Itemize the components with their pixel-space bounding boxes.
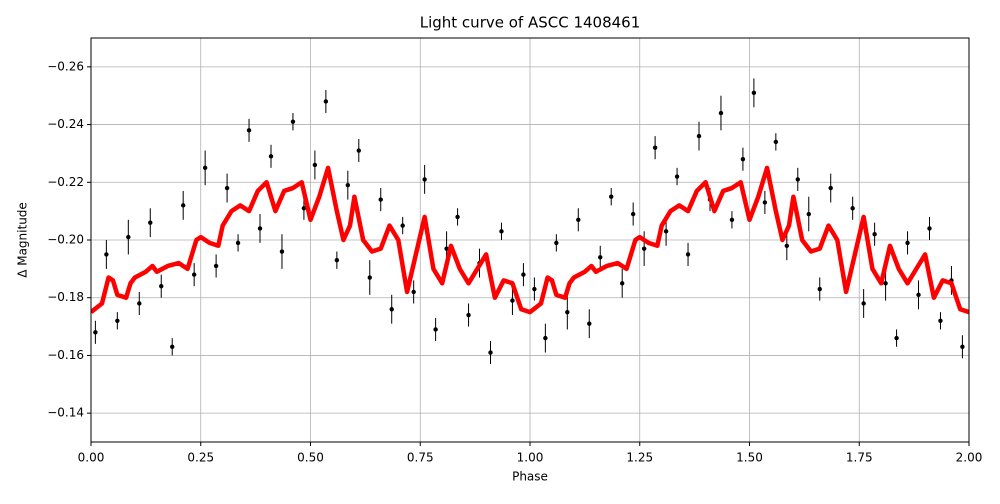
x-tick-label: 0.00 [78, 451, 105, 465]
x-axis-label: Phase [512, 470, 548, 484]
y-tick-label: −0.22 [47, 175, 84, 189]
model-curve [91, 165, 969, 315]
data-point [773, 139, 779, 145]
data-point [806, 211, 811, 217]
data-point [400, 223, 405, 228]
data-point [872, 232, 877, 237]
data-point [916, 292, 921, 298]
y-tick-label: −0.24 [47, 117, 84, 131]
data-point [334, 258, 340, 263]
data-point [246, 128, 252, 133]
data-point [576, 217, 581, 222]
x-tick-label: 2.00 [956, 451, 983, 465]
y-tick-label: −0.20 [47, 233, 84, 247]
x-tick-label: 0.25 [187, 451, 214, 465]
data-point [202, 165, 208, 171]
data-point [159, 283, 164, 289]
data-point [718, 110, 724, 116]
data-point [301, 206, 307, 211]
data-point [389, 307, 394, 312]
data-point [521, 272, 526, 277]
data-point [137, 301, 142, 306]
data-point [587, 321, 592, 326]
data-point [927, 226, 932, 231]
data-point [554, 240, 559, 246]
data-point [115, 318, 120, 323]
data-point [960, 344, 965, 349]
y-axis-label: Δ Magnitude [16, 202, 30, 278]
data-point [170, 344, 175, 349]
data-point [378, 197, 383, 202]
data-point [674, 174, 680, 179]
data-point [817, 286, 822, 292]
data-point [510, 298, 515, 303]
x-tick-label: 1.50 [736, 451, 763, 465]
data-point [323, 99, 329, 104]
data-point [696, 133, 702, 139]
data-point [894, 335, 899, 341]
data-point [762, 200, 768, 205]
data-point [685, 252, 691, 257]
data-point [905, 240, 910, 246]
y-tick-label: −0.14 [47, 406, 84, 420]
data-point [565, 309, 570, 315]
data-point [609, 194, 614, 199]
data-point [828, 185, 833, 191]
plot-area [91, 78, 969, 365]
data-point [148, 220, 153, 225]
data-point [795, 177, 800, 182]
y-tick-label: −0.18 [47, 290, 84, 304]
data-point [356, 148, 361, 153]
data-point [235, 240, 241, 246]
data-point [433, 327, 438, 332]
data-point [543, 335, 548, 341]
data-point [883, 281, 888, 286]
chart-title: Light curve of ASCC 1408461 [420, 14, 641, 32]
data-point [126, 234, 131, 240]
x-tick-label: 0.50 [297, 451, 324, 465]
x-tick-label: 1.75 [846, 451, 873, 465]
data-point [268, 154, 274, 159]
data-point [345, 182, 351, 188]
data-point [784, 243, 790, 248]
x-tick-label: 1.25 [626, 451, 653, 465]
data-point [641, 246, 647, 251]
data-point [455, 214, 460, 220]
data-point [938, 318, 943, 323]
data-point [224, 185, 230, 191]
data-point [466, 312, 471, 318]
y-tick-label: −0.26 [47, 59, 84, 73]
x-tick-label: 1.00 [517, 451, 544, 465]
data-point [850, 206, 855, 211]
y-tick-label: −0.16 [47, 348, 84, 362]
data-point [257, 226, 263, 231]
data-point [861, 301, 866, 306]
data-point [104, 252, 109, 257]
x-tick-label: 0.75 [407, 451, 434, 465]
data-point [663, 229, 669, 234]
data-point [740, 157, 746, 162]
data-point [213, 263, 219, 269]
data-point [499, 229, 504, 234]
data-point [598, 255, 603, 260]
data-point [488, 350, 493, 355]
data-point [93, 330, 98, 335]
data-point [630, 211, 636, 217]
data-point [180, 203, 186, 208]
data-point [444, 246, 449, 251]
data-point [411, 289, 416, 295]
data-point [751, 90, 757, 96]
data-point [191, 272, 197, 277]
data-point [312, 162, 318, 168]
data-point [290, 119, 296, 124]
data-point [367, 275, 372, 280]
data-point [652, 145, 658, 150]
data-point [422, 177, 427, 182]
data-point [729, 217, 735, 222]
data-point [619, 281, 625, 286]
plot-frame [90, 37, 970, 443]
data-point [279, 249, 285, 254]
data-point [532, 286, 537, 292]
